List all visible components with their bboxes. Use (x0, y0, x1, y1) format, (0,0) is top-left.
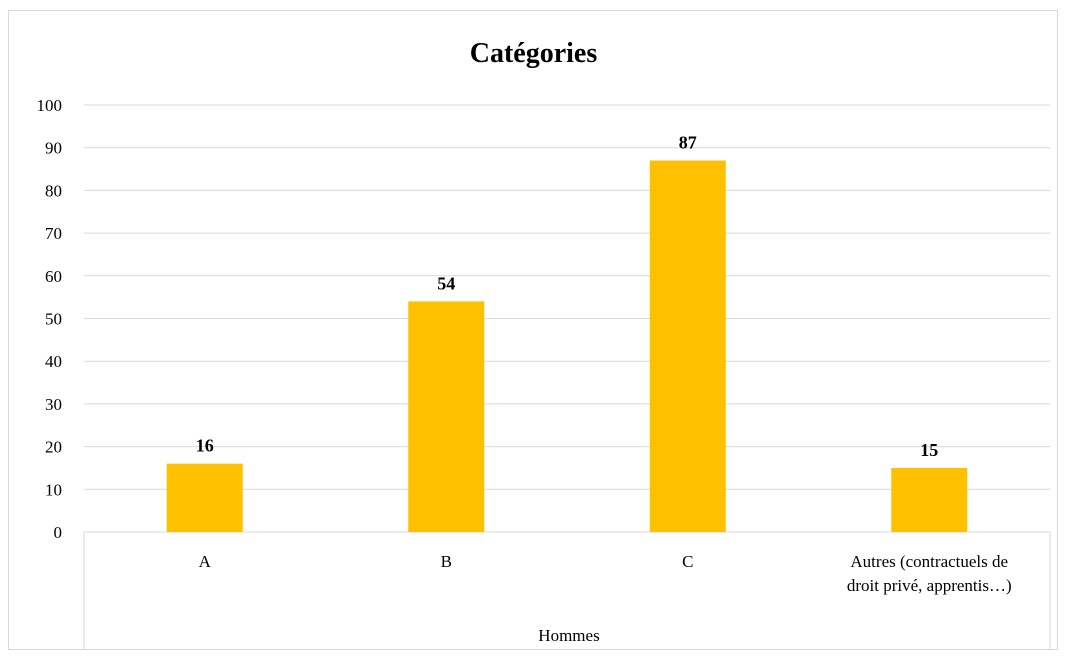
bar (166, 463, 243, 532)
y-axis-ticks: 0 10 20 30 40 50 60 70 80 90 100 (37, 96, 63, 542)
chart-area (8, 10, 1058, 650)
bars (166, 160, 968, 532)
gridlines (83, 104, 1051, 650)
y-tick-label: 70 (45, 224, 62, 243)
data-label: 54 (437, 273, 455, 293)
x-category-label: A (199, 552, 212, 571)
bar (408, 301, 485, 532)
data-label: 16 (196, 436, 214, 456)
x-category-label: droit privé, apprentis…) (847, 576, 1012, 595)
y-tick-label: 40 (45, 352, 62, 371)
bar (891, 467, 968, 532)
chart-title: Catégories (469, 38, 598, 69)
bar (649, 160, 726, 532)
group-label: Hommes (538, 626, 599, 645)
x-category-label: C (682, 552, 693, 571)
y-tick-label: 30 (45, 395, 62, 414)
x-category-label: B (441, 552, 452, 571)
y-tick-label: 100 (37, 96, 63, 115)
data-labels: 16 54 87 15 (196, 133, 939, 460)
y-tick-label: 60 (45, 267, 62, 286)
y-tick-label: 0 (54, 523, 63, 542)
data-label: 15 (920, 440, 938, 460)
y-tick-label: 20 (45, 438, 62, 457)
y-tick-label: 50 (45, 310, 62, 329)
y-tick-label: 90 (45, 139, 62, 158)
x-axis-categories: A B C Autres (contractuels de droit privé, a… (199, 552, 1012, 595)
y-tick-label: 10 (45, 480, 62, 499)
x-category-label: Autres (contractuels de (850, 552, 1008, 571)
y-tick-label: 80 (45, 181, 62, 200)
data-label: 87 (679, 133, 697, 153)
